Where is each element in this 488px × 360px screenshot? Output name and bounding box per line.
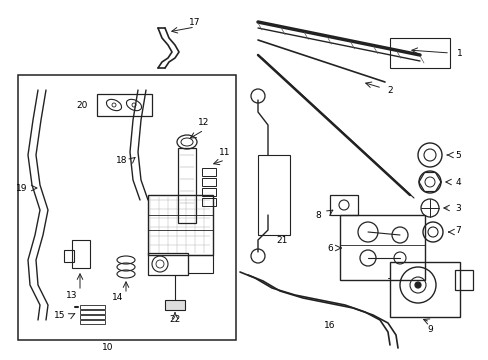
Bar	[80, 320, 105, 324]
Bar	[97, 94, 152, 116]
Text: 3: 3	[454, 203, 460, 212]
Text: 2: 2	[386, 86, 392, 95]
Text: 19: 19	[16, 184, 28, 193]
Text: 15: 15	[54, 310, 65, 320]
Bar	[389, 38, 449, 68]
Text: 8: 8	[314, 211, 320, 220]
Bar	[178, 148, 196, 223]
Bar	[202, 188, 216, 196]
Text: 10: 10	[102, 343, 114, 352]
Circle shape	[414, 282, 420, 288]
Bar	[148, 195, 213, 255]
Bar	[80, 310, 105, 314]
Bar	[339, 215, 424, 280]
Bar	[64, 250, 74, 262]
Text: 13: 13	[66, 291, 78, 300]
Bar	[258, 155, 289, 235]
Text: 17: 17	[189, 18, 201, 27]
Text: 6: 6	[326, 243, 332, 252]
Bar	[80, 305, 105, 309]
Text: 9: 9	[426, 325, 432, 334]
Bar	[148, 253, 187, 275]
Bar	[202, 198, 216, 206]
Text: 16: 16	[324, 320, 335, 329]
Text: 7: 7	[454, 225, 460, 234]
Text: 14: 14	[112, 293, 123, 302]
Text: 4: 4	[454, 177, 460, 186]
Bar	[164, 300, 184, 310]
Text: 21: 21	[276, 235, 287, 244]
Text: 22: 22	[169, 315, 180, 324]
Text: 18: 18	[116, 156, 127, 165]
Bar	[202, 178, 216, 186]
Text: 12: 12	[198, 117, 209, 126]
Bar	[329, 195, 357, 215]
Text: 11: 11	[219, 148, 230, 157]
Bar	[18, 75, 236, 340]
Bar	[80, 315, 105, 319]
Bar	[202, 168, 216, 176]
Text: 1: 1	[456, 49, 462, 58]
Bar	[72, 240, 90, 268]
Text: 20: 20	[76, 100, 87, 109]
Bar	[187, 255, 213, 273]
Text: 5: 5	[454, 150, 460, 159]
Bar	[454, 270, 472, 290]
Bar	[389, 262, 459, 317]
